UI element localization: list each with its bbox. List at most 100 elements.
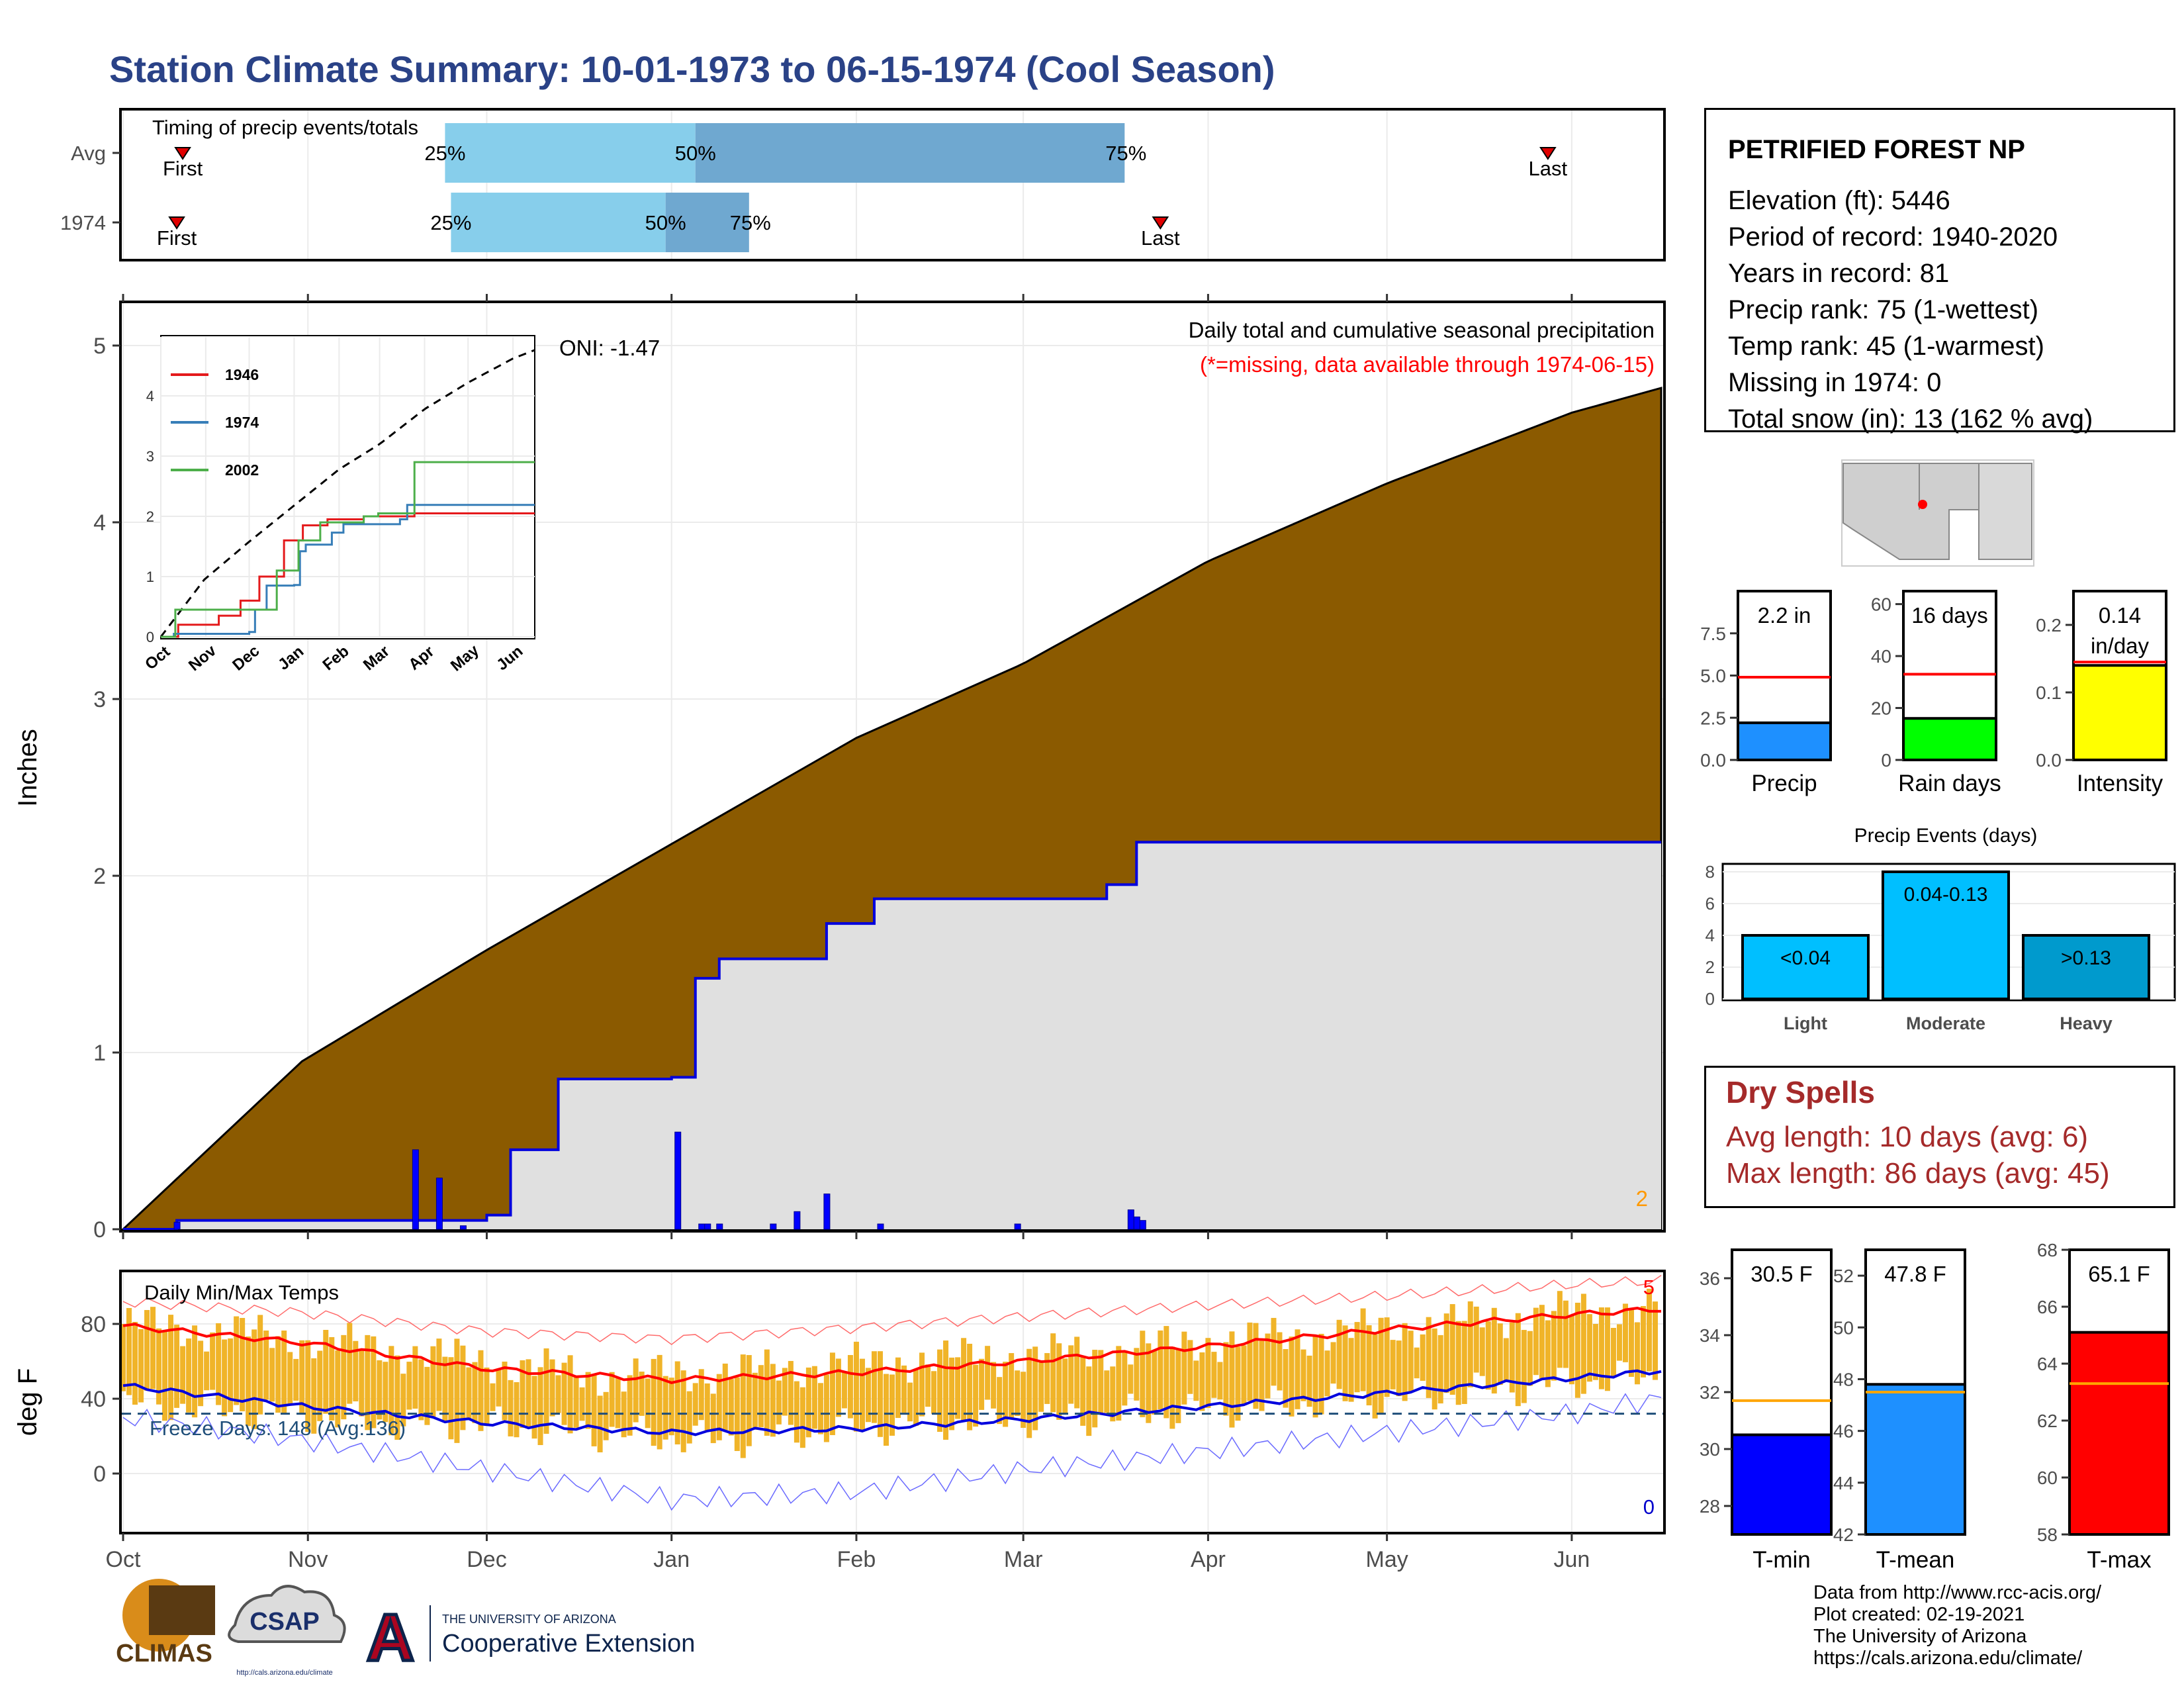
daily-temp-bar: [1163, 1326, 1169, 1419]
daily-temp-bar: [1533, 1307, 1539, 1376]
daily-temp-bar: [1384, 1317, 1390, 1397]
daily-temp-bar: [269, 1348, 275, 1402]
inset-legend-label: 1974: [225, 414, 259, 431]
daily-precip-bar: [1127, 1209, 1134, 1230]
temp-summary-tmax-value-label: 65.1 F: [2088, 1262, 2150, 1286]
timing-p50-label: 50%: [675, 142, 716, 165]
daily-temp-bar: [1026, 1348, 1032, 1438]
daily-temp-bar: [758, 1365, 764, 1428]
precip-summary-intensity-value-label: in/day: [2091, 633, 2150, 658]
daily-temp-bar: [704, 1383, 710, 1432]
daily-temp-bar: [740, 1354, 746, 1458]
daily-temp-bar: [961, 1338, 967, 1422]
daily-temp-bar: [734, 1377, 740, 1452]
daily-temp-bar: [162, 1330, 168, 1421]
inset-legend-label: 1946: [225, 366, 259, 383]
daily-temp-bar: [394, 1355, 400, 1440]
precip-summary-intensity-ytick-label: 0.0: [2036, 750, 2062, 771]
daily-temp-bar: [388, 1346, 394, 1436]
daily-temp-bar: [317, 1350, 323, 1421]
daily-temp-bar: [985, 1346, 991, 1400]
station-period: Period of record: 1940-2020: [1728, 222, 2058, 252]
daily-temp-bar: [1396, 1340, 1402, 1397]
daily-temp-bar: [609, 1372, 615, 1427]
daily-temp-bar: [126, 1307, 132, 1395]
timing-last-label: Last: [1529, 157, 1568, 180]
daily-temp-bar: [329, 1336, 335, 1421]
daily-temp-bar: [168, 1315, 174, 1421]
daily-temp-bar: [508, 1380, 514, 1436]
inset-ytick-label: 4: [146, 388, 154, 404]
daily-temp-bar: [1152, 1350, 1158, 1415]
daily-temp-bar: [692, 1383, 698, 1426]
timing-last-label: Last: [1141, 226, 1180, 250]
daily-temp-bar: [901, 1365, 907, 1413]
daily-temp-bar: [478, 1350, 484, 1431]
daily-temp-bar: [1420, 1334, 1426, 1381]
precip-summary-bars: 0.0 2.5 5.0 7.5 2.2 in Precip 0 20 40 60 16 days Ra…: [1700, 590, 2167, 796]
daily-temp-bar: [1295, 1329, 1300, 1409]
station-name: PETRIFIED FOREST NP: [1728, 135, 2025, 164]
daily-temp-bar: [1092, 1350, 1098, 1428]
daily-temp-bar: [1569, 1315, 1574, 1385]
footer-created: Plot created: 02-19-2021: [1813, 1604, 2025, 1625]
daily-temp-bar: [1050, 1333, 1056, 1413]
daily-temp-bar: [841, 1371, 847, 1409]
precip-summary-precip-category-label: Precip: [1751, 771, 1817, 796]
daily-temp-bar: [1271, 1317, 1277, 1386]
footer-data-source: Data from http://www.rcc-acis.org/: [1813, 1582, 2102, 1603]
daily-temp-bar: [716, 1374, 722, 1440]
precip-summary-precip-value-bar: [1737, 721, 1832, 762]
record-max-line: [122, 1275, 1662, 1346]
daily-temp-bar: [210, 1332, 216, 1390]
daily-temp-bar: [418, 1359, 424, 1421]
daily-temp-bar: [895, 1357, 901, 1419]
daily-temp-bar: [615, 1378, 621, 1429]
daily-temp-bar: [549, 1359, 555, 1417]
daily-temp-bar: [925, 1364, 931, 1407]
daily-temp-bar: [1289, 1336, 1295, 1417]
ua-logo-big-text: Cooperative Extension: [442, 1630, 695, 1658]
inset-frame: [160, 335, 535, 639]
daily-temp-bar: [794, 1381, 799, 1443]
daily-temp-bar: [228, 1338, 234, 1413]
daily-temp-bar: [907, 1382, 913, 1422]
precip-summary-rain-days-ytick-label: 60: [1871, 594, 1891, 615]
daily-temp-bar: [263, 1330, 269, 1400]
timing-panel: Timing of precip events/totals Avg 25% 50% 7…: [60, 108, 1666, 261]
precip-summary-rain-days-ytick-label: 0: [1881, 750, 1891, 771]
precip-ytick-label: 1: [93, 1041, 106, 1066]
daily-temp-bar: [579, 1387, 585, 1421]
daily-precip-bar: [794, 1211, 801, 1230]
daily-temp-bar: [967, 1343, 973, 1430]
daily-temp-bar: [311, 1358, 317, 1434]
precip-summary-precip-ytick-label: 7.5: [1700, 624, 1726, 644]
temp-summary-tmax-ytick-label: 62: [2037, 1411, 2058, 1431]
events-range-label: 0.04-0.13: [1904, 884, 1988, 906]
month-label: Oct: [106, 1547, 141, 1572]
daily-temp-bar: [1110, 1366, 1116, 1422]
daily-temp-bar: [764, 1349, 770, 1436]
daily-temp-bar: [305, 1340, 311, 1432]
daily-temp-bar: [770, 1364, 776, 1437]
daily-temp-bar: [555, 1375, 561, 1413]
precip-ytick-label: 4: [93, 510, 106, 536]
csap-logo-cloud: [228, 1585, 346, 1643]
events-ytick-label: 4: [1706, 925, 1715, 945]
station-years: Years in record: 81: [1728, 259, 1950, 288]
average-min-line: [122, 1369, 1662, 1436]
daily-temp-bar: [1485, 1321, 1491, 1390]
events-title: Precip Events (days): [1854, 825, 2038, 847]
temp-summary-tmean-ytick-label: 50: [1833, 1317, 1854, 1338]
temp-summary-tmax-ytick-label: 64: [2037, 1354, 2058, 1374]
daily-temp-bar: [1044, 1353, 1050, 1404]
freeze-days-label: Freeze Days: 148 (Avg:136): [150, 1417, 406, 1440]
daily-temp-bar: [216, 1323, 222, 1405]
daily-temp-bar: [204, 1351, 210, 1391]
daily-temp-bar: [919, 1352, 925, 1417]
timing-bar-25-50: [445, 123, 696, 183]
month-label: Dec: [467, 1547, 506, 1572]
daily-temp-bar: [835, 1358, 841, 1417]
timing-first-label: First: [157, 226, 197, 250]
daily-temp-bar: [1080, 1357, 1086, 1426]
